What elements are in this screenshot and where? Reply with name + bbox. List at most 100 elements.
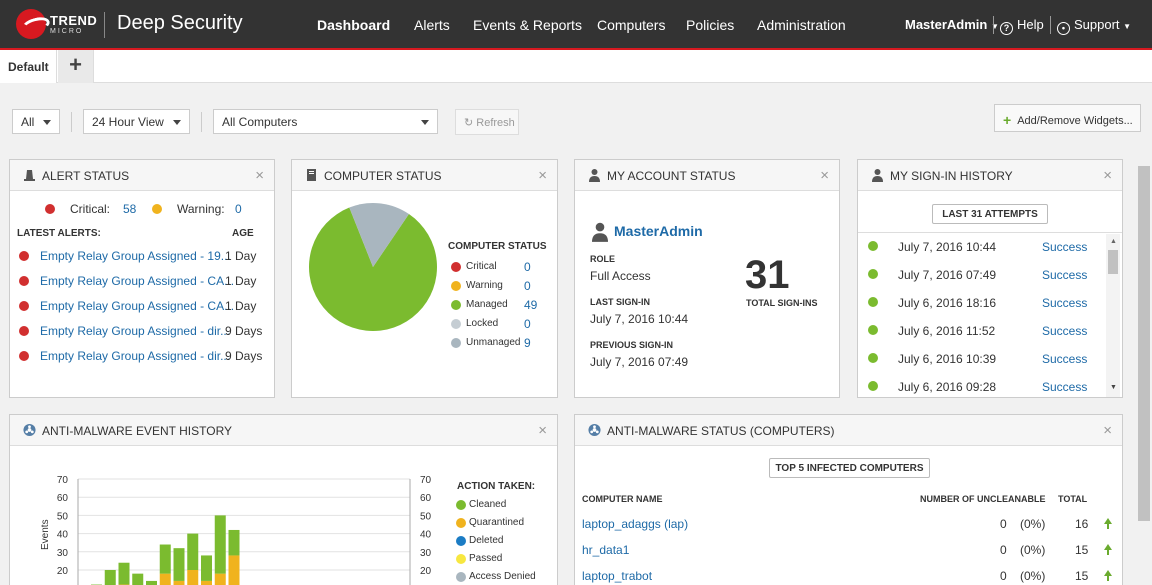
warning-count-link[interactable]: 0 [235,202,242,216]
legend-count-link[interactable]: 49 [524,298,538,312]
bar-quarantined[interactable] [173,580,185,585]
add-tab-button[interactable]: + [58,50,94,83]
infected-computer-link[interactable]: laptop_trabot [582,569,653,583]
trend-micro-logo-icon[interactable] [16,9,46,39]
account-username-link[interactable]: MasterAdmin [614,223,703,239]
tab-default[interactable]: Default [0,50,57,83]
close-icon[interactable]: × [820,167,829,184]
nav-computers[interactable]: Computers [597,17,666,33]
bar-quarantined[interactable] [228,555,240,585]
pie-slice-unmanaged[interactable] [329,202,409,267]
signin-result-link[interactable]: Success [1042,268,1088,282]
success-dot-icon [868,353,878,363]
legend-label: Access Denied [469,571,536,582]
bar-cleaned[interactable] [159,544,171,574]
bar-cleaned[interactable] [173,548,185,581]
alert-critical-dot-icon [19,251,29,261]
nav-alerts[interactable]: Alerts [414,17,450,33]
computer-icon [307,169,316,181]
caret-down-icon [421,120,429,125]
alert-link[interactable]: Empty Relay Group Assigned - dir... [40,349,231,363]
scroll-up-icon[interactable]: ▲ [1110,238,1117,245]
bar-cleaned[interactable] [214,515,226,574]
bar-cleaned[interactable] [132,573,144,585]
signin-result-link[interactable]: Success [1042,380,1088,394]
pie-slice-managed[interactable] [308,202,438,332]
bar-quarantined[interactable] [159,573,171,585]
legend-count-link[interactable]: 0 [524,260,531,274]
alert-link[interactable]: Empty Relay Group Assigned - dir... [40,324,231,338]
user-menu[interactable]: MasterAdmin ▼ [905,17,999,32]
brand-name: TREND [50,13,98,28]
action-taken-legend-title: ACTION TAKEN: [457,481,536,492]
alert-link[interactable]: Empty Relay Group Assigned - 19... [40,249,231,263]
user-icon [592,222,608,242]
time-view-select[interactable]: 24 Hour View [83,109,190,134]
signin-result-link[interactable]: Success [1042,240,1088,254]
add-remove-label: Add/Remove Widgets... [1017,115,1133,127]
bar-quarantined[interactable] [214,573,226,585]
support-menu[interactable]: • Support ▼ [1057,17,1131,35]
bar-cleaned[interactable] [201,555,212,581]
widget-title: MY ACCOUNT STATUS [607,169,736,183]
toolbar-separator [201,112,202,132]
scroll-down-icon[interactable]: ▼ [1110,384,1117,391]
y-axis-label: Events [40,519,51,550]
legend-dot-icon [451,300,461,310]
close-icon[interactable]: × [538,167,547,184]
signin-scroll-thumb[interactable] [1108,250,1118,274]
filter-select[interactable]: All [12,109,60,134]
bar-cleaned[interactable] [228,529,240,556]
signin-scrollbar[interactable]: ▲ ▼ [1106,234,1120,397]
divider [858,232,1122,233]
signin-result-link[interactable]: Success [1042,324,1088,338]
nav-administration[interactable]: Administration [757,17,846,33]
brand-divider [104,12,105,38]
help-link[interactable]: ? Help [1000,17,1044,35]
signin-date: July 6, 2016 11:52 [898,324,996,338]
close-icon[interactable]: × [1103,422,1112,439]
nav-events-reports[interactable]: Events & Reports [473,17,582,33]
signin-result-link[interactable]: Success [1042,352,1088,366]
page-scroll-thumb[interactable] [1138,166,1150,521]
close-icon[interactable]: × [538,422,547,439]
total-signins-count: 31 [745,253,790,297]
bar-cleaned[interactable] [146,580,157,585]
infected-computer-link[interactable]: laptop_adaggs (lap) [582,517,689,531]
refresh-button[interactable]: ↻ Refresh [455,109,519,135]
legend-count-link[interactable]: 0 [524,279,531,293]
nav-policies[interactable]: Policies [686,17,735,33]
close-icon[interactable]: × [255,167,264,184]
bar-cleaned[interactable] [187,533,199,570]
computer-status-pie-chart[interactable] [308,202,438,332]
bar-quarantined[interactable] [201,580,212,585]
legend-count-link[interactable]: 9 [524,336,531,350]
last-attempts-button[interactable]: LAST 31 ATTEMPTS [932,204,1048,224]
legend-count-link[interactable]: 0 [524,317,531,331]
close-icon[interactable]: × [1103,167,1112,184]
legend-dot-icon [451,281,461,291]
top-infected-button[interactable]: TOP 5 INFECTED COMPUTERS [769,458,930,478]
widget-title: MY SIGN-IN HISTORY [890,169,1013,183]
top-separator [993,16,994,34]
bar-cleaned[interactable] [118,562,130,585]
alert-bell-icon [24,170,35,181]
y-tick-left: 70 [57,475,69,486]
total-column-header: TOTAL [1058,494,1088,504]
alert-link[interactable]: Empty Relay Group Assigned - CA... [40,274,235,288]
nav-dashboard[interactable]: Dashboard [317,17,391,33]
critical-label: Critical: [70,202,111,216]
antimalware-event-chart[interactable]: 70 70 60 60 50 50 40 40 30 30 20 20 Events [10,460,450,585]
computer-status-widget: COMPUTER STATUS × COMPUTER STATUS Critic… [291,159,558,398]
add-remove-widgets-button[interactable]: + Add/Remove Widgets... [994,104,1141,132]
success-dot-icon [868,297,878,307]
alert-link[interactable]: Empty Relay Group Assigned - CA... [40,299,235,313]
bar-quarantined[interactable] [187,570,199,585]
caret-down-icon [173,120,181,125]
computers-select[interactable]: All Computers [213,109,438,134]
infected-computer-link[interactable]: hr_data1 [582,543,630,557]
filter-select-value: All [21,115,35,129]
critical-count-link[interactable]: 58 [123,202,137,216]
bar-cleaned[interactable] [104,570,116,585]
signin-result-link[interactable]: Success [1042,296,1088,310]
